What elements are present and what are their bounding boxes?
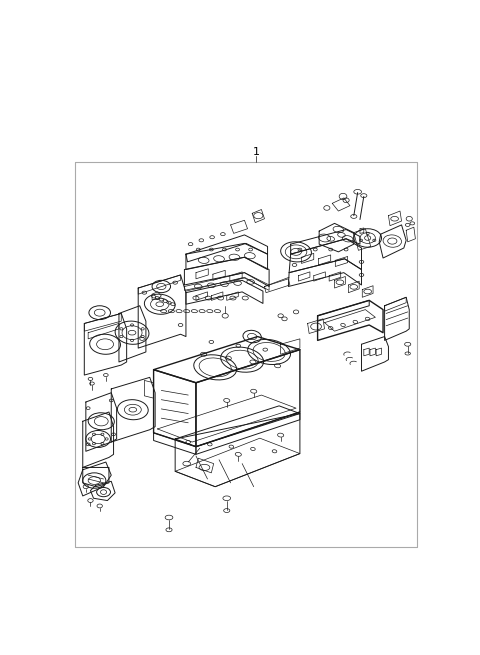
Text: 1: 1 (252, 147, 260, 157)
